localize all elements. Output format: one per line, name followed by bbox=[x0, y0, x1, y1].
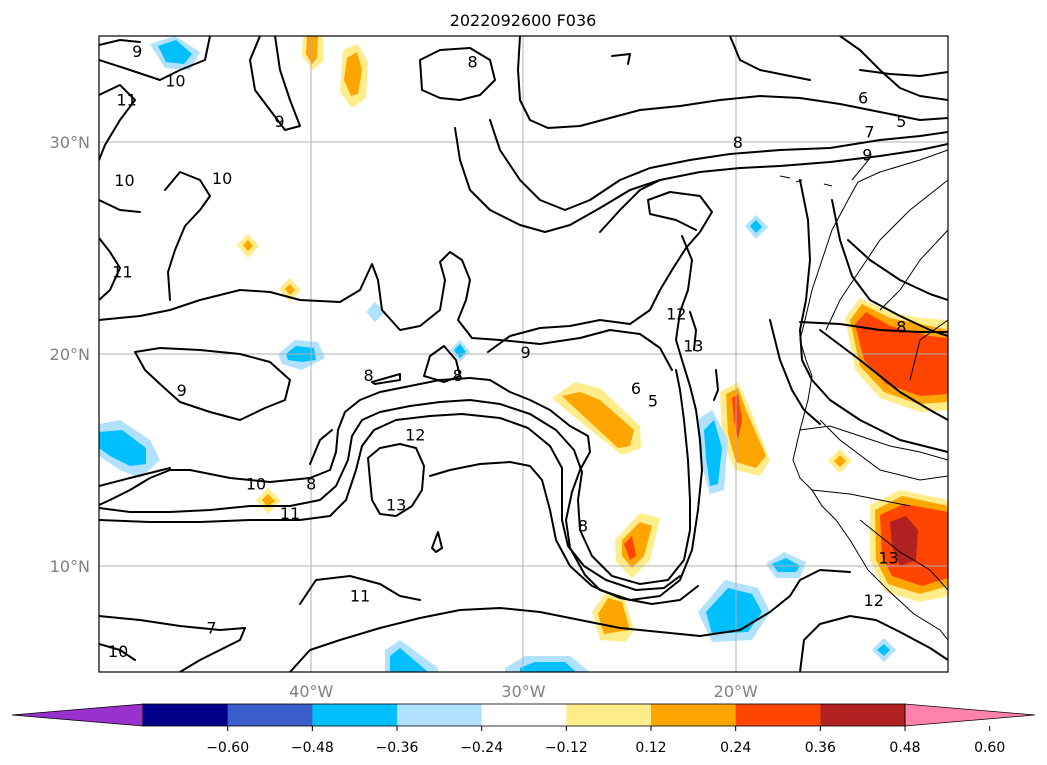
contour-label: 9 bbox=[274, 112, 284, 131]
contour-label: 11 bbox=[112, 262, 132, 281]
colorbar-tick-label: 0.48 bbox=[889, 740, 920, 756]
colorbar-segment bbox=[227, 704, 313, 726]
contour-label: 8 bbox=[733, 133, 743, 152]
contour-label: 8 bbox=[453, 366, 463, 385]
map-frame bbox=[98, 35, 949, 673]
contour-label: 8 bbox=[363, 366, 373, 385]
contour-label: 9 bbox=[132, 42, 142, 61]
negative-shading bbox=[99, 36, 896, 672]
contour-label: 8 bbox=[467, 52, 477, 71]
colorbar-tick-label: 0.12 bbox=[635, 740, 666, 756]
colorbar-extend-low bbox=[11, 703, 144, 727]
lon-tick-label: 30°W bbox=[501, 682, 545, 701]
contour-label: 10 bbox=[212, 169, 232, 188]
colorbar-tick-label: −0.24 bbox=[460, 740, 503, 756]
chart-title: 2022092600 F036 bbox=[450, 11, 597, 30]
lon-tick-label: 20°W bbox=[714, 682, 758, 701]
contour-label: 11 bbox=[350, 587, 370, 606]
colorbar-tick-label: −0.36 bbox=[376, 740, 419, 756]
colorbar-tick-label: 0.24 bbox=[720, 740, 751, 756]
lat-tick-label: 30°N bbox=[50, 133, 90, 152]
gridlines bbox=[99, 36, 948, 672]
colorbar-tick-label: 0.60 bbox=[974, 740, 1005, 756]
contour-label: 6 bbox=[858, 88, 868, 107]
contour-label: 9 bbox=[862, 146, 872, 165]
contour-label: 9 bbox=[177, 381, 187, 400]
contour-label: 6 bbox=[631, 379, 641, 398]
contours bbox=[99, 36, 948, 672]
colorbar-segment bbox=[143, 704, 229, 726]
coastlines bbox=[779, 149, 948, 641]
contour-label: 8 bbox=[896, 317, 906, 336]
contour-label: 13 bbox=[878, 549, 898, 568]
colorbar-tick-label: −0.60 bbox=[206, 740, 249, 756]
contour-label: 13 bbox=[683, 337, 703, 356]
colorbar-tick-label: −0.48 bbox=[291, 740, 334, 756]
contour-label: 5 bbox=[896, 112, 906, 131]
axis-labels: 40°W 30°W 20°W 30°N 20°N 10°N bbox=[50, 133, 758, 701]
contour-label: 5 bbox=[648, 392, 658, 411]
colorbar-extend-high bbox=[904, 703, 1036, 727]
contour-label: 10 bbox=[165, 72, 185, 91]
contour-label: 9 bbox=[521, 343, 531, 362]
contour-label: 13 bbox=[386, 496, 406, 515]
contour-label: 10 bbox=[114, 171, 134, 190]
contour-label: 10 bbox=[246, 474, 266, 493]
contour-label: 12 bbox=[666, 305, 686, 324]
lon-tick-label: 40°W bbox=[289, 682, 333, 701]
contour-label: 11 bbox=[280, 504, 300, 523]
colorbar-segment bbox=[566, 704, 652, 726]
contour-label: 8 bbox=[578, 517, 588, 536]
colorbar: −0.60 −0.48 −0.36 −0.24 −0.12 0.12 0.24 0.36 0.4… bbox=[11, 703, 1036, 756]
colorbar-segment bbox=[397, 704, 483, 726]
colorbar-tick-label: −0.12 bbox=[545, 740, 588, 756]
contour-label: 10 bbox=[108, 642, 128, 661]
colorbar-outline bbox=[142, 703, 906, 727]
colorbar-segment bbox=[481, 704, 567, 726]
colorbar-segment bbox=[651, 704, 737, 726]
contour-label: 11 bbox=[116, 91, 136, 110]
colorbar-segment bbox=[820, 704, 906, 726]
contour-label: 12 bbox=[864, 591, 884, 610]
contour-label: 12 bbox=[405, 426, 425, 445]
contour-label: 7 bbox=[864, 122, 874, 141]
colorbar-segment bbox=[735, 704, 821, 726]
contour-label: 7 bbox=[206, 618, 216, 637]
lat-tick-label: 20°N bbox=[50, 345, 90, 364]
contour-label: 8 bbox=[306, 474, 316, 493]
lat-tick-label: 10°N bbox=[50, 557, 90, 576]
colorbar-tick-label: 0.36 bbox=[805, 740, 836, 756]
colorbar-segment bbox=[312, 704, 398, 726]
